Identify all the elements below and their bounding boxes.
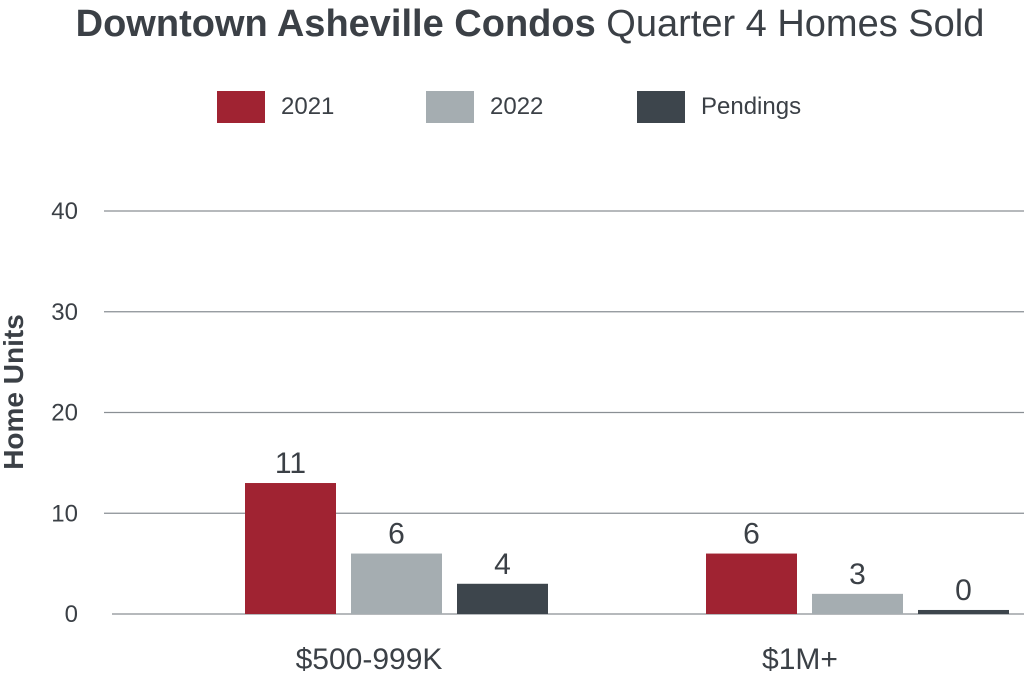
legend-item-2021: 2021 bbox=[217, 90, 334, 124]
legend-swatch-2021 bbox=[217, 91, 265, 123]
bar-pendings-1 bbox=[918, 609, 1009, 614]
bar-2021-1 bbox=[706, 553, 797, 614]
chart-title: Downtown Asheville Condos Quarter 4 Home… bbox=[0, 2, 1024, 46]
legend-item-2022: 2022 bbox=[426, 90, 543, 124]
legend-label-2021: 2021 bbox=[281, 93, 335, 120]
legend-item-pendings: Pendings bbox=[637, 90, 801, 124]
legend-label-pendings: Pendings bbox=[701, 93, 802, 120]
data-label-2021-0: 11 bbox=[275, 447, 306, 480]
x-category-label-1: $1M+ bbox=[762, 643, 838, 676]
data-label-pendings-0: 4 bbox=[494, 548, 511, 581]
bar-2021-0 bbox=[245, 483, 336, 614]
legend-swatch-2022 bbox=[426, 91, 474, 123]
bar-2022-1 bbox=[812, 593, 903, 614]
y-tick-label-20: 20 bbox=[51, 400, 78, 427]
y-tick-label-10: 10 bbox=[51, 500, 78, 527]
y-tick-label-40: 40 bbox=[51, 198, 78, 225]
legend: 2021 2022 Pendings bbox=[0, 90, 1024, 124]
data-label-pendings-1: 0 bbox=[955, 574, 972, 607]
legend-swatch-pendings bbox=[637, 91, 685, 123]
legend-label-2022: 2022 bbox=[490, 93, 544, 120]
data-label-2022-0: 6 bbox=[388, 518, 405, 551]
chart-title-rest: Quarter 4 Homes Sold bbox=[606, 3, 985, 45]
data-label-2022-1: 3 bbox=[849, 558, 866, 591]
y-tick-label-0: 0 bbox=[65, 601, 78, 628]
bar-pendings-0 bbox=[457, 583, 548, 614]
bar-2022-0 bbox=[351, 553, 442, 614]
y-tick-label-30: 30 bbox=[51, 299, 78, 326]
data-label-2021-1: 6 bbox=[743, 518, 760, 551]
x-category-label-0: $500-999K bbox=[296, 643, 443, 676]
chart-title-bold: Downtown Asheville Condos bbox=[75, 3, 596, 45]
